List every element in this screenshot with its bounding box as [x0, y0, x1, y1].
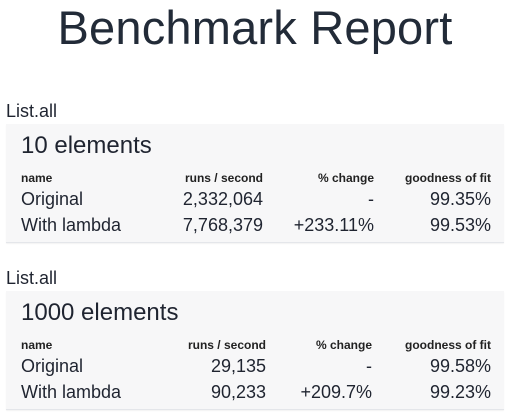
column-header-fit: goodness of fit [405, 171, 491, 185]
group-label-list-all-10: List.all [6, 101, 58, 121]
column-header-name: name [21, 171, 53, 185]
table-row: With lambda 90,233 +209.7% 99.23% [21, 381, 491, 402]
table-header: name runs / second % change goodness of … [21, 169, 491, 187]
row-fit: 99.53% [429, 215, 491, 235]
row-runs: 90,233 [210, 382, 266, 402]
benchmark-card-1000-elements: 1000 elements name runs / second % chang… [6, 291, 504, 410]
row-change: +209.7% [300, 382, 372, 402]
benchmark-card-10-elements: 10 elements name runs / second % change … [6, 124, 504, 243]
row-change: +233.11% [293, 215, 374, 235]
column-header-change: % change [317, 171, 374, 185]
report-title: Benchmark Report [57, 1, 453, 54]
column-header-change: % change [315, 338, 372, 352]
row-runs: 2,332,064 [182, 189, 263, 209]
row-fit: 99.35% [429, 189, 491, 209]
column-header-fit: goodness of fit [405, 338, 491, 352]
row-name: With lambda [21, 382, 122, 402]
row-runs: 29,135 [210, 356, 266, 376]
row-change: - [368, 189, 374, 209]
row-fit: 99.58% [429, 356, 491, 376]
table-row: With lambda 7,768,379 +233.11% 99.53% [21, 214, 491, 235]
row-change: - [366, 356, 372, 376]
table-row: Original 2,332,064 - 99.35% [21, 188, 491, 209]
group-label-list-all-1000: List.all [6, 268, 58, 288]
table-header: name runs / second % change goodness of … [21, 336, 491, 354]
card-title-1000-elements: 1000 elements [21, 299, 179, 326]
row-fit: 99.23% [429, 382, 491, 402]
row-name: With lambda [21, 215, 122, 235]
column-header-runs: runs / second [187, 338, 266, 352]
card-title-10-elements: 10 elements [21, 132, 152, 159]
row-name: Original [21, 356, 84, 376]
row-name: Original [21, 189, 84, 209]
column-header-runs: runs / second [184, 171, 263, 185]
row-runs: 7,768,379 [182, 215, 263, 235]
table-row: Original 29,135 - 99.58% [21, 355, 491, 376]
column-header-name: name [21, 338, 53, 352]
